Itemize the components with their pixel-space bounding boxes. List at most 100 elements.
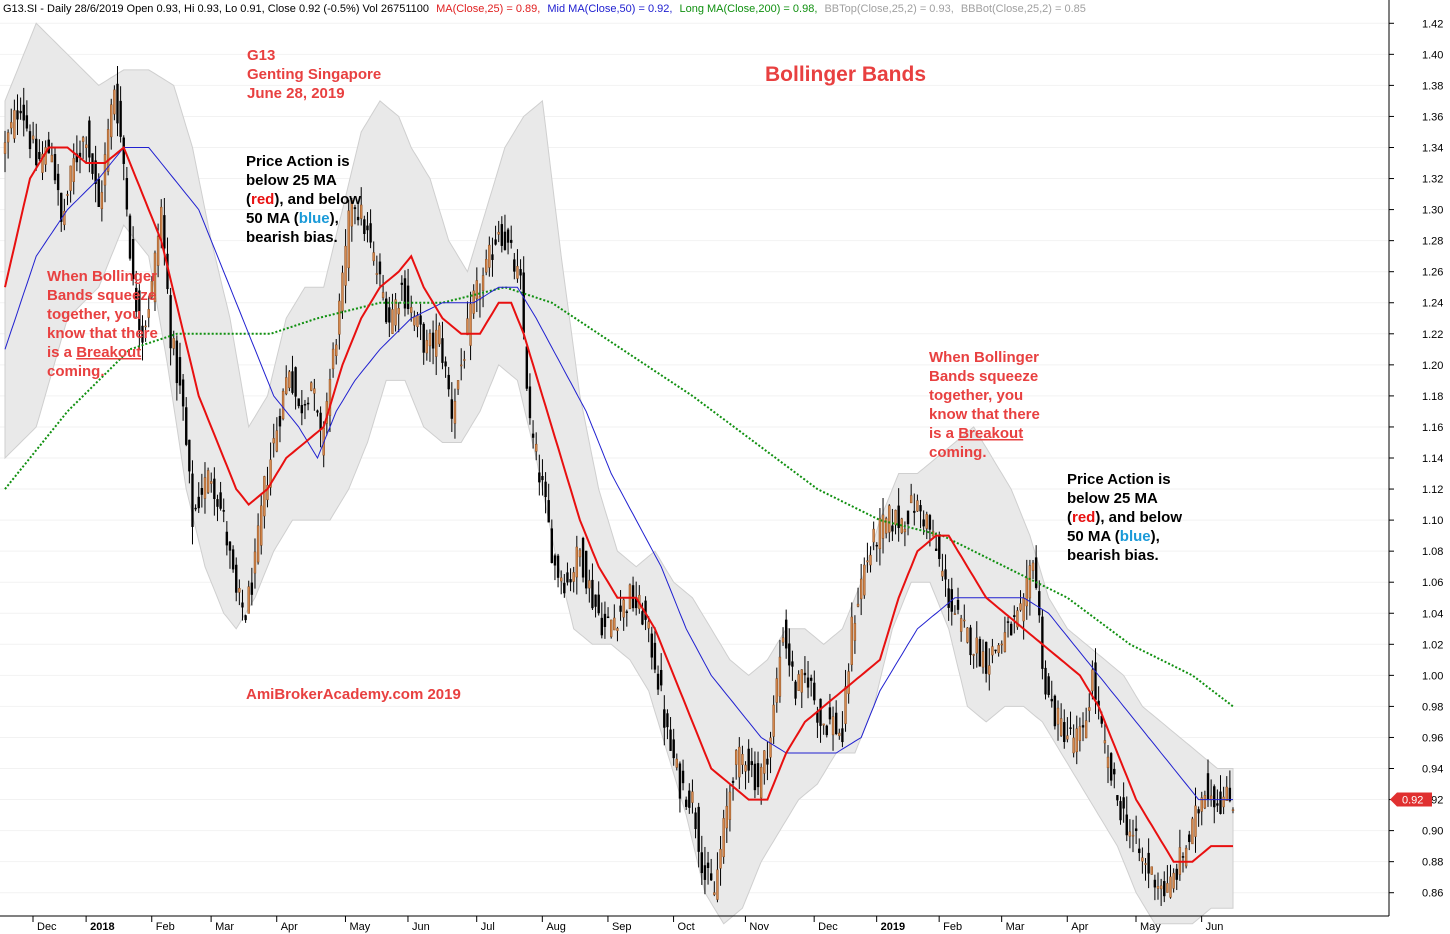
candle (556, 553, 560, 588)
candle (794, 679, 797, 706)
y-tick-label: 1.26 (1422, 267, 1443, 279)
candle (35, 123, 38, 171)
candle (50, 142, 54, 163)
candle (110, 98, 113, 150)
candle (1044, 660, 1047, 700)
ma25-line (4, 145, 1233, 863)
svg-text:(red), and below: (red), and below (246, 191, 361, 208)
candle (1131, 819, 1135, 853)
candle (897, 488, 900, 542)
candle (613, 604, 616, 631)
ma200-line (4, 286, 1234, 708)
candle (394, 293, 397, 332)
candle (975, 621, 978, 668)
y-tick-label: 0.88 (1422, 857, 1443, 869)
candle (488, 236, 491, 277)
candle (1150, 866, 1153, 875)
candle (684, 796, 688, 810)
svg-text:50 MA (blue),: 50 MA (blue), (1067, 528, 1160, 545)
candle (675, 753, 678, 771)
candle (753, 751, 757, 799)
candle (306, 397, 310, 411)
candle (285, 365, 288, 396)
bollinger-band-area (4, 22, 1234, 925)
candle (278, 408, 282, 443)
candle (647, 616, 650, 643)
candle (281, 388, 285, 421)
candle (809, 674, 813, 697)
candle (763, 750, 766, 785)
candle (1128, 819, 1132, 849)
candle (650, 626, 653, 670)
candle (909, 483, 913, 504)
chart-header: G13.SI - Daily 28/6/2019 Open 0.93, Hi 0… (3, 3, 1086, 15)
candle (444, 356, 447, 378)
candle (1194, 787, 1197, 853)
candle (38, 139, 41, 161)
candle (194, 504, 197, 512)
candle (138, 284, 141, 350)
candle (1122, 782, 1125, 823)
y-tick-label: 1.20 (1422, 360, 1443, 372)
candle (697, 802, 700, 868)
candle (781, 627, 785, 646)
candle (716, 852, 719, 903)
candle (210, 472, 213, 493)
squeeze-annotation-1: When Bollinger Bands squeeze together, y… (47, 268, 158, 380)
y-tick-label: 1.34 (1422, 142, 1443, 154)
candle (219, 481, 222, 511)
candle (1088, 693, 1091, 723)
stock-code: G13 (247, 47, 275, 64)
candle (1081, 712, 1085, 742)
candle (460, 348, 463, 381)
candle (1231, 807, 1235, 814)
candle (431, 320, 435, 365)
candle (116, 65, 119, 137)
x-tick-label: Nov (749, 921, 769, 933)
candle (3, 130, 7, 173)
candle (691, 779, 694, 814)
candle (253, 538, 257, 589)
candle (656, 665, 660, 695)
last-price-label: 0.92 (1402, 795, 1423, 807)
candle (953, 605, 957, 615)
candle (778, 639, 782, 703)
candle (747, 739, 750, 783)
candle (709, 858, 713, 882)
bbbot-legend: BBBot(Close,25,2) = 0.85 (961, 3, 1086, 15)
candle (994, 649, 997, 654)
candle (500, 216, 504, 253)
candle (153, 250, 157, 311)
candle (881, 498, 885, 554)
candle (756, 751, 760, 796)
chart-date: June 28, 2019 (247, 85, 345, 102)
candle (750, 747, 753, 778)
candle (722, 809, 725, 864)
candle (206, 467, 210, 494)
candle (300, 390, 304, 426)
candle (344, 229, 347, 304)
x-tick-label: Apr (1071, 921, 1088, 933)
candle (463, 350, 466, 369)
candle (238, 579, 241, 606)
candle (963, 604, 966, 628)
ma200-legend: Long MA(Close,200) = 0.98, (679, 3, 817, 15)
candle (822, 723, 825, 735)
candle (197, 482, 200, 513)
candle (56, 163, 60, 206)
candle (369, 209, 372, 249)
candle (1169, 864, 1172, 899)
x-tick-label: Apr (281, 921, 298, 933)
candle (719, 835, 722, 886)
candle (419, 303, 422, 341)
y-tick-label: 0.94 (1422, 764, 1443, 776)
price-action-annotation-2: Price Action is below 25 MA (red), and b… (1067, 471, 1182, 564)
candle (594, 594, 597, 618)
candle (906, 510, 910, 536)
candle (1050, 680, 1053, 708)
y-tick-label: 0.98 (1422, 701, 1443, 713)
candle (247, 580, 250, 614)
candle (313, 378, 316, 411)
candle (1006, 616, 1010, 638)
x-tick-label: May (1140, 921, 1161, 933)
